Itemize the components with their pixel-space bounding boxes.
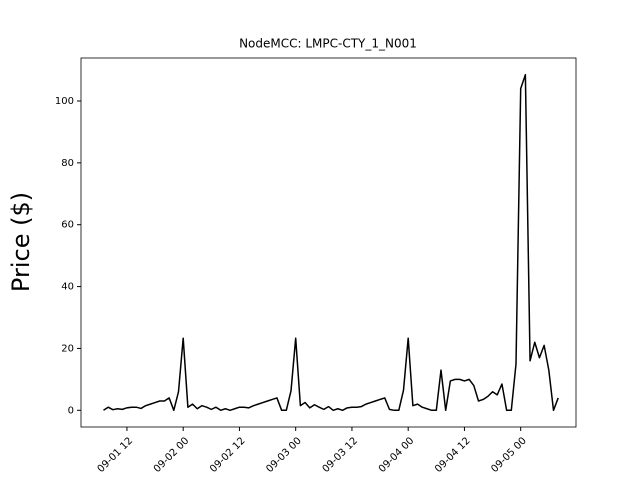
y-tick-label: 100 — [55, 96, 74, 107]
y-tick-label: 60 — [61, 220, 74, 231]
y-axis-label: Price ($) — [7, 192, 35, 292]
chart-title: NodeMCC: LMPC-CTY_1_N001 — [239, 37, 417, 51]
y-tick-label: 80 — [61, 158, 74, 169]
plot-frame — [80, 57, 577, 428]
y-tick-label: 40 — [61, 282, 74, 293]
y-tick-label: 20 — [61, 343, 74, 354]
y-tick-label: 0 — [68, 405, 74, 416]
price-line — [103, 73, 559, 412]
